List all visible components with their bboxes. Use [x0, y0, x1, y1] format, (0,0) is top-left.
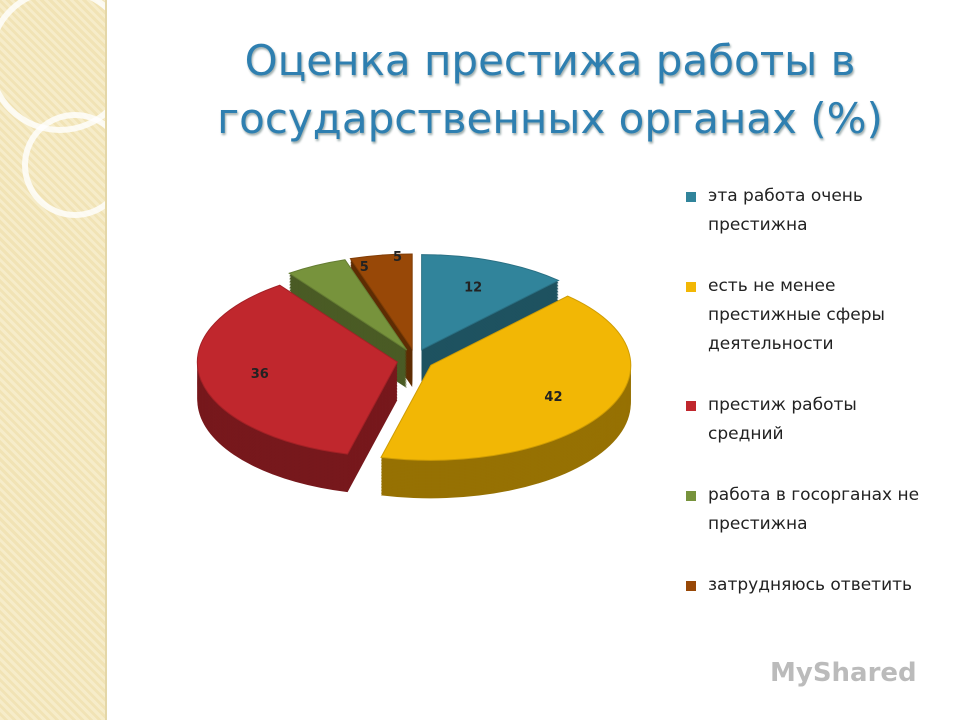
legend-swatch	[686, 192, 696, 202]
data-label: 12	[464, 280, 482, 295]
legend: эта работа очень престижна есть не менее …	[686, 182, 936, 632]
data-label: 36	[251, 367, 269, 382]
legend-swatch	[686, 401, 696, 411]
legend-swatch	[686, 581, 696, 591]
legend-label: есть не менее престижные сферы деятельно…	[708, 276, 885, 354]
legend-label: эта работа очень престижна	[708, 186, 863, 235]
data-label: 5	[360, 260, 369, 275]
slice	[421, 254, 560, 351]
legend-swatch	[686, 282, 696, 292]
data-label: 42	[544, 390, 562, 405]
legend-item: работа в госорганах не престижна	[686, 481, 936, 539]
legend-label: затрудняюсь ответить	[708, 575, 913, 595]
chart-title: Оценка престижа работы в государственных…	[217, 36, 883, 143]
legend-item: есть не менее престижные сферы деятельно…	[686, 272, 936, 359]
legend-swatch	[686, 491, 696, 501]
decor-circles	[0, 0, 105, 218]
legend-item: престиж работы средний	[686, 391, 936, 449]
slice	[196, 284, 398, 455]
legend-label: престиж работы средний	[708, 395, 857, 444]
watermark: MyShared	[770, 658, 917, 688]
slice	[380, 295, 632, 461]
decor-band	[0, 0, 107, 720]
data-label: 5	[393, 250, 402, 265]
legend-label: работа в госорганах не престижна	[708, 485, 920, 534]
legend-item: затрудняюсь ответить	[686, 571, 936, 600]
slice	[349, 253, 413, 351]
slice	[288, 259, 408, 351]
legend-item: эта работа очень престижна	[686, 182, 936, 240]
